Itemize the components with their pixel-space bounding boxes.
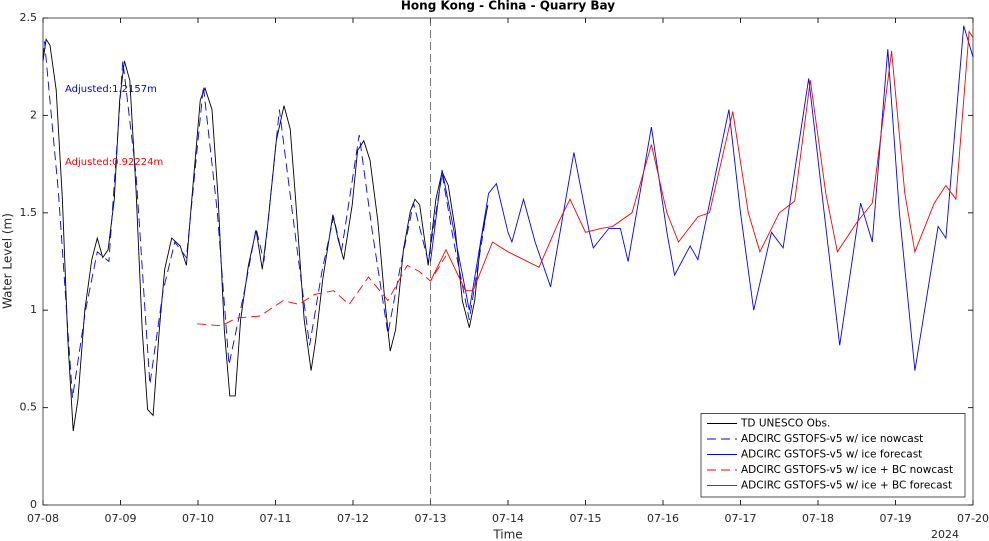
legend-label: TD UNESCO Obs. — [740, 418, 830, 430]
y-axis-label: Water Level (m) — [1, 213, 15, 309]
series-line — [430, 30, 974, 292]
y-tick-label: 2.5 — [20, 11, 38, 24]
legend-label: ADCIRC GSTOFS-v5 w/ ice forecast — [741, 449, 922, 461]
y-tick-label: 0.5 — [20, 401, 38, 414]
x-tick-label: 07-09 — [105, 512, 137, 525]
series-line — [197, 255, 447, 327]
x-tick-label: 07-17 — [725, 512, 757, 525]
x-tick-label: 07-16 — [647, 512, 679, 525]
series-line — [430, 25, 974, 371]
x-tick-label: 07-10 — [182, 512, 214, 525]
legend-label: ADCIRC GSTOFS-v5 w/ ice + BC nowcast — [741, 464, 953, 476]
x-tick-label: 07-18 — [802, 512, 834, 525]
annotation: Adjusted:1.2157m — [65, 84, 157, 95]
y-tick-label: 2 — [30, 108, 37, 121]
x-tick-label: 07-13 — [415, 512, 447, 525]
x-tick-label: 07-08 — [27, 512, 59, 525]
legend-label: ADCIRC GSTOFS-v5 w/ ice nowcast — [741, 433, 923, 445]
y-tick-label: 1 — [30, 303, 37, 316]
y-tick-label: 0 — [30, 498, 37, 511]
x-tick-label: 07-11 — [260, 512, 292, 525]
annotation: Adjusted:0.92224m — [65, 157, 163, 168]
x-tick-label: 07-19 — [880, 512, 912, 525]
x-tick-label: 07-20 — [957, 512, 989, 525]
x-tick-label: 07-12 — [337, 512, 369, 525]
legend-label: ADCIRC GSTOFS-v5 w/ ice + BC forecast — [741, 480, 952, 492]
y-tick-label: 1.5 — [20, 206, 38, 219]
x-tick-label: 07-14 — [492, 512, 524, 525]
x-axis-label: Time — [492, 528, 522, 541]
chart-title: Hong Kong - China - Quarry Bay — [401, 0, 615, 13]
x-tick-label: 07-15 — [570, 512, 602, 525]
legend-box — [700, 413, 966, 498]
year-label: 2024 — [931, 528, 959, 541]
